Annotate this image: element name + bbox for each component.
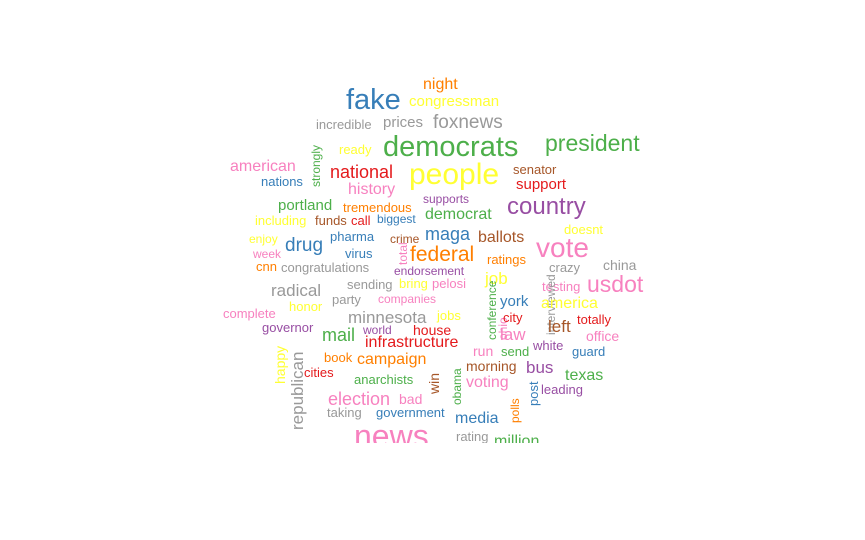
word-doesnt: doesnt — [564, 222, 604, 237]
word-government: government — [376, 405, 445, 420]
word-happy: happy — [272, 345, 288, 384]
word-totally: totally — [577, 312, 611, 327]
word-congratulations: congratulations — [281, 260, 370, 275]
word-post: post — [526, 381, 541, 406]
word-senator: senator — [513, 162, 557, 177]
word-nations: nations — [261, 174, 303, 189]
word-america: america — [541, 295, 598, 312]
word-obama: obama — [450, 368, 464, 405]
word-white: white — [533, 338, 564, 353]
word-supports: supports — [423, 192, 470, 206]
word-house: house — [413, 322, 452, 338]
word-minnesota: minnesota — [348, 308, 427, 327]
word-democrats: democrats — [383, 131, 519, 163]
word-maga: maga — [425, 224, 471, 244]
word-complete: complete — [223, 306, 276, 321]
word-funds: funds — [315, 213, 347, 228]
word-american: american — [230, 158, 296, 175]
word-support: support — [516, 176, 567, 193]
word-news: news — [354, 418, 429, 443]
word-million: million — [494, 433, 540, 444]
word-endorsement: endorsement — [394, 264, 465, 278]
word-infrastructure: infrastructure — [365, 334, 459, 351]
word-night: night — [423, 76, 458, 93]
word-crazy: crazy — [549, 260, 581, 275]
word-rating: rating — [456, 429, 489, 443]
word-mail: mail — [322, 325, 356, 345]
word-job: job — [485, 269, 508, 288]
word-national: national — [330, 162, 394, 182]
word-polls: polls — [508, 398, 522, 423]
word-morning: morning — [466, 358, 517, 374]
word-media: media — [455, 410, 499, 427]
word-history: history — [348, 181, 396, 198]
word-drug: drug — [285, 235, 324, 256]
word-total: total — [396, 242, 410, 265]
word-prices: prices — [383, 114, 424, 131]
word-governor: governor — [262, 320, 314, 335]
word-cloud-area: night fake congressman incredible prices foxn… — [200, 60, 670, 444]
word-china: china — [603, 257, 637, 273]
word-radical: radical — [271, 281, 322, 300]
word-ready: ready — [339, 142, 372, 157]
word-biggest: biggest — [377, 212, 416, 226]
word-run: run — [473, 343, 494, 359]
word-companies: companies — [378, 292, 437, 306]
word-enjoy: enjoy — [249, 232, 278, 246]
word-world: world — [363, 323, 392, 337]
word-send: send — [501, 344, 530, 359]
word-bring: bring — [399, 276, 428, 291]
word-city: city — [503, 310, 523, 325]
word-president: president — [545, 130, 640, 156]
word-ratings: ratings — [487, 252, 527, 267]
word-book: book — [324, 350, 353, 365]
word-week: week — [253, 247, 282, 261]
word-pelosi: pelosi — [432, 276, 466, 291]
word-vote: vote — [536, 232, 589, 263]
word-campaign: campaign — [357, 351, 427, 368]
word-virus: virus — [345, 246, 373, 261]
word-portland: portland — [278, 197, 333, 214]
word-jobs: jobs — [437, 308, 461, 323]
word-usdot: usdot — [587, 271, 644, 297]
word-congressman: congressman — [409, 93, 500, 110]
word-anarchists: anarchists — [354, 372, 414, 387]
word-york: york — [500, 293, 529, 310]
word-party: party — [332, 292, 361, 307]
word-country: country — [507, 193, 586, 220]
word-including: including — [255, 213, 307, 228]
word-taking: taking — [327, 405, 362, 420]
word-fake: fake — [346, 84, 401, 116]
word-bus: bus — [526, 358, 554, 377]
word-left: left — [548, 317, 571, 336]
word-testing: testing — [542, 279, 581, 294]
word-texas: texas — [565, 367, 604, 384]
word-sending: sending — [347, 277, 393, 292]
word-honor: honor — [289, 299, 323, 314]
word-republican: republican — [288, 351, 307, 430]
word-tremendous: tremendous — [343, 200, 412, 215]
word-office: office — [586, 328, 620, 344]
word-federal: federal — [410, 243, 475, 266]
word-election: election — [328, 389, 391, 409]
word-leading: leading — [541, 382, 583, 397]
word-ballots: ballots — [478, 229, 525, 246]
word-guard: guard — [572, 344, 606, 359]
word-cnn: cnn — [256, 259, 277, 274]
word-people: people — [409, 158, 500, 191]
word-pharma: pharma — [330, 229, 375, 244]
word-cities: cities — [304, 365, 334, 380]
word-incredible: incredible — [316, 117, 372, 132]
word-bad: bad — [399, 391, 423, 407]
word-call: call — [351, 213, 371, 228]
word-win: win — [426, 372, 442, 394]
word-democrat: democrat — [425, 206, 492, 223]
word-crime: crime — [390, 232, 420, 246]
word-voting: voting — [466, 374, 509, 391]
word-foxnews: foxnews — [433, 112, 503, 133]
word-strongly: strongly — [309, 144, 323, 187]
word-law: law — [500, 325, 526, 344]
